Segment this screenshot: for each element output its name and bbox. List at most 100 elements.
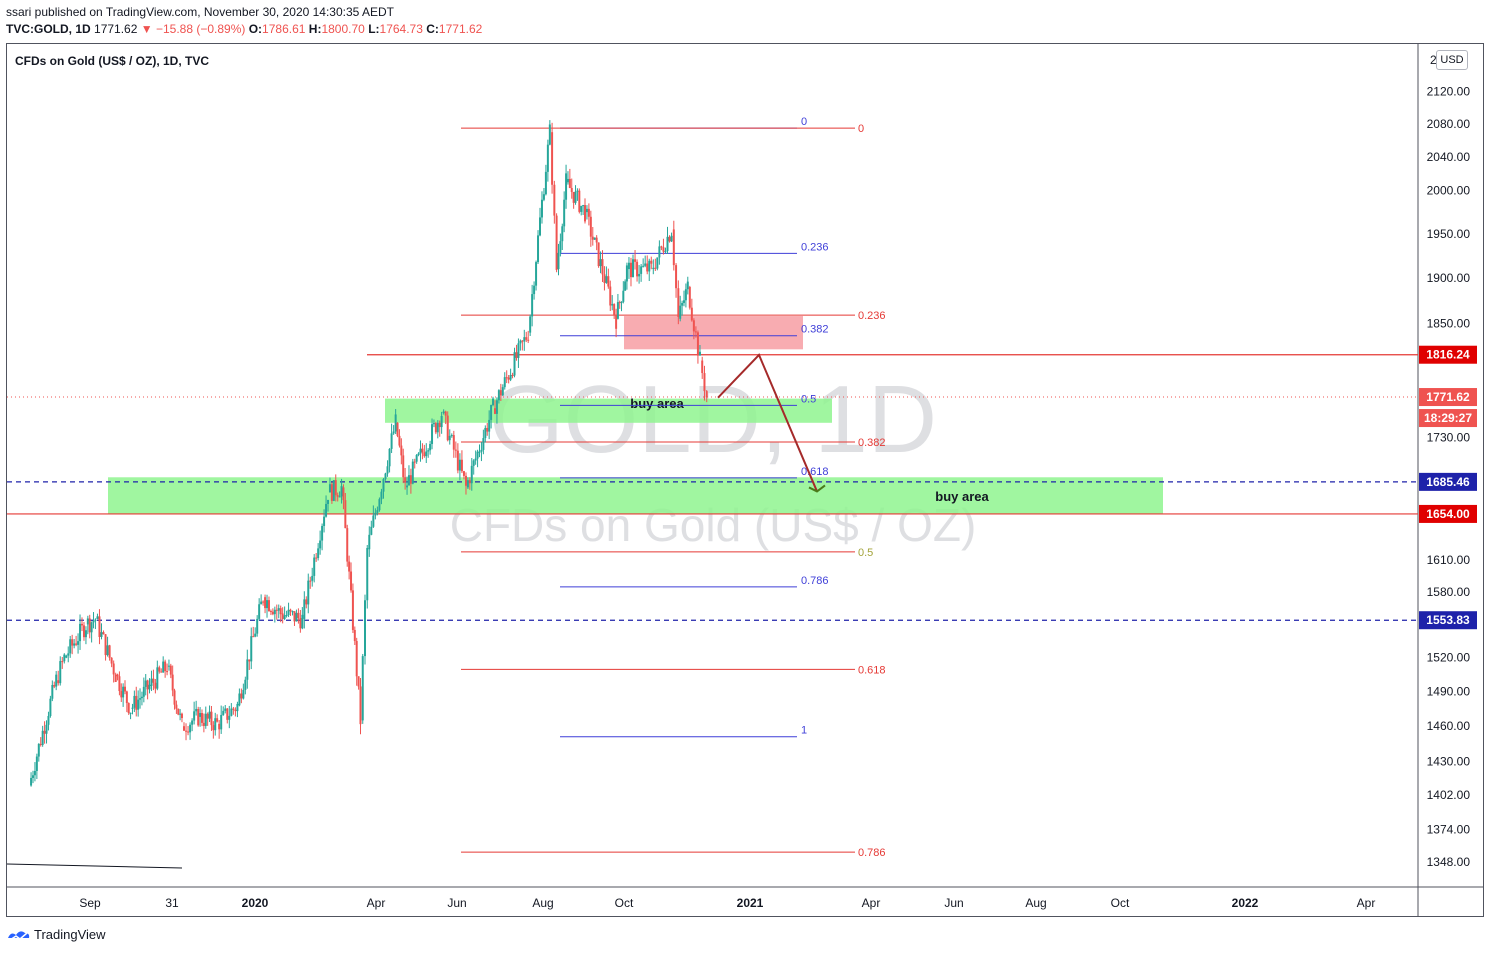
candle-body — [139, 698, 142, 700]
fib-blue-label: 0.618 — [801, 466, 829, 478]
candle-body — [313, 557, 316, 576]
candle-body — [350, 571, 353, 591]
y-axis-tick-label: 1850.00 — [1427, 316, 1471, 330]
candle-body — [248, 659, 251, 662]
y-axis-tick-label: 1610.00 — [1427, 553, 1471, 567]
y-axis-tick-label: 1900.00 — [1427, 271, 1471, 285]
fib-blue-label: 0.786 — [801, 575, 829, 587]
candle-body — [273, 609, 276, 615]
candle-body — [681, 302, 684, 306]
tradingview-logo-icon — [8, 930, 30, 941]
candle-body — [79, 623, 82, 642]
candle-body — [214, 718, 217, 731]
chart-frame[interactable] — [6, 43, 1484, 917]
candle-body — [668, 236, 671, 242]
candle-body — [521, 340, 524, 342]
candle-body — [466, 480, 469, 488]
candle-body — [325, 503, 328, 517]
x-axis-tick-label: Jun — [944, 896, 963, 910]
candle-body — [544, 171, 547, 195]
candle-body — [321, 525, 324, 541]
candle-body — [351, 590, 354, 630]
candle-body — [446, 415, 449, 441]
candle-body — [33, 771, 36, 776]
resistance-zone — [624, 316, 803, 350]
candle-body — [228, 715, 231, 720]
candle-body — [394, 414, 397, 432]
candle-body — [507, 377, 510, 380]
candle-body — [666, 236, 669, 252]
candle-body — [346, 528, 349, 562]
candle-body — [684, 289, 687, 301]
candle-body — [622, 290, 625, 302]
candle-body — [478, 451, 481, 453]
candle-body — [114, 674, 117, 682]
candle-body — [182, 726, 185, 731]
candle-body — [692, 320, 695, 332]
candle-body — [675, 265, 678, 289]
candle-body — [32, 775, 35, 778]
candle-body — [561, 226, 564, 242]
candle-body — [597, 242, 600, 267]
candle-body — [634, 259, 637, 262]
candle-body — [406, 485, 409, 488]
candle-body — [364, 600, 366, 657]
candle-body — [493, 408, 496, 414]
candle-body — [81, 623, 84, 626]
candle-body — [542, 194, 545, 200]
change-value: ▼ −15.88 (−0.89%) — [140, 22, 246, 36]
candle-body — [234, 709, 237, 712]
candle-body — [279, 608, 282, 615]
candle-body — [220, 714, 223, 730]
candle-body — [266, 600, 269, 609]
candle-body — [658, 246, 661, 258]
candle-body — [338, 496, 341, 498]
candle-body — [572, 191, 575, 203]
candle-body — [609, 286, 612, 306]
buy-area-zone — [385, 398, 832, 423]
candle-body — [102, 632, 105, 635]
candle-body — [553, 184, 556, 216]
candle-body — [484, 427, 487, 439]
candle-body — [492, 398, 495, 405]
candle-body — [256, 618, 259, 634]
candle-body — [127, 703, 130, 714]
candle-body — [330, 484, 333, 501]
candle-body — [616, 302, 619, 319]
candle-body — [503, 377, 506, 388]
candle-body — [563, 199, 566, 227]
candle-body — [404, 477, 407, 483]
candle-body — [591, 236, 594, 240]
candle-body — [384, 473, 387, 480]
x-axis-tick-label: 2021 — [737, 896, 764, 910]
candle-body — [593, 237, 596, 240]
zone-label: buy area — [935, 489, 989, 504]
candle-body — [123, 686, 126, 692]
x-axis-tick-label: Apr — [1357, 896, 1376, 910]
candle-body — [464, 475, 467, 486]
candle-body — [513, 352, 516, 376]
candle-body — [135, 695, 138, 710]
y-axis-tick-label: 1430.00 — [1427, 755, 1471, 769]
candle-body — [432, 423, 435, 425]
candle-body — [125, 691, 128, 704]
price-axis-label: 1816.24 — [1426, 348, 1470, 362]
candle-body — [557, 252, 560, 270]
candle-body — [202, 722, 205, 726]
candle-body — [180, 713, 183, 719]
candle-body — [386, 466, 389, 474]
candle-body — [90, 622, 93, 633]
candle-body — [462, 471, 465, 476]
symbol-label[interactable]: TVC:GOLD, 1D — [6, 22, 91, 36]
candle-body — [164, 661, 167, 672]
candle-body — [456, 450, 459, 471]
y-axis-tick-label: 2000.00 — [1427, 184, 1471, 198]
tradingview-brand[interactable]: TradingView — [8, 927, 106, 942]
fib-red-label: 0.5 — [858, 547, 873, 559]
candle-body — [240, 693, 243, 699]
currency-button[interactable]: USD — [1436, 50, 1468, 70]
candle-body — [636, 261, 639, 277]
x-axis-tick-label: Apr — [862, 896, 881, 910]
fib-blue-label: 1 — [801, 725, 807, 737]
